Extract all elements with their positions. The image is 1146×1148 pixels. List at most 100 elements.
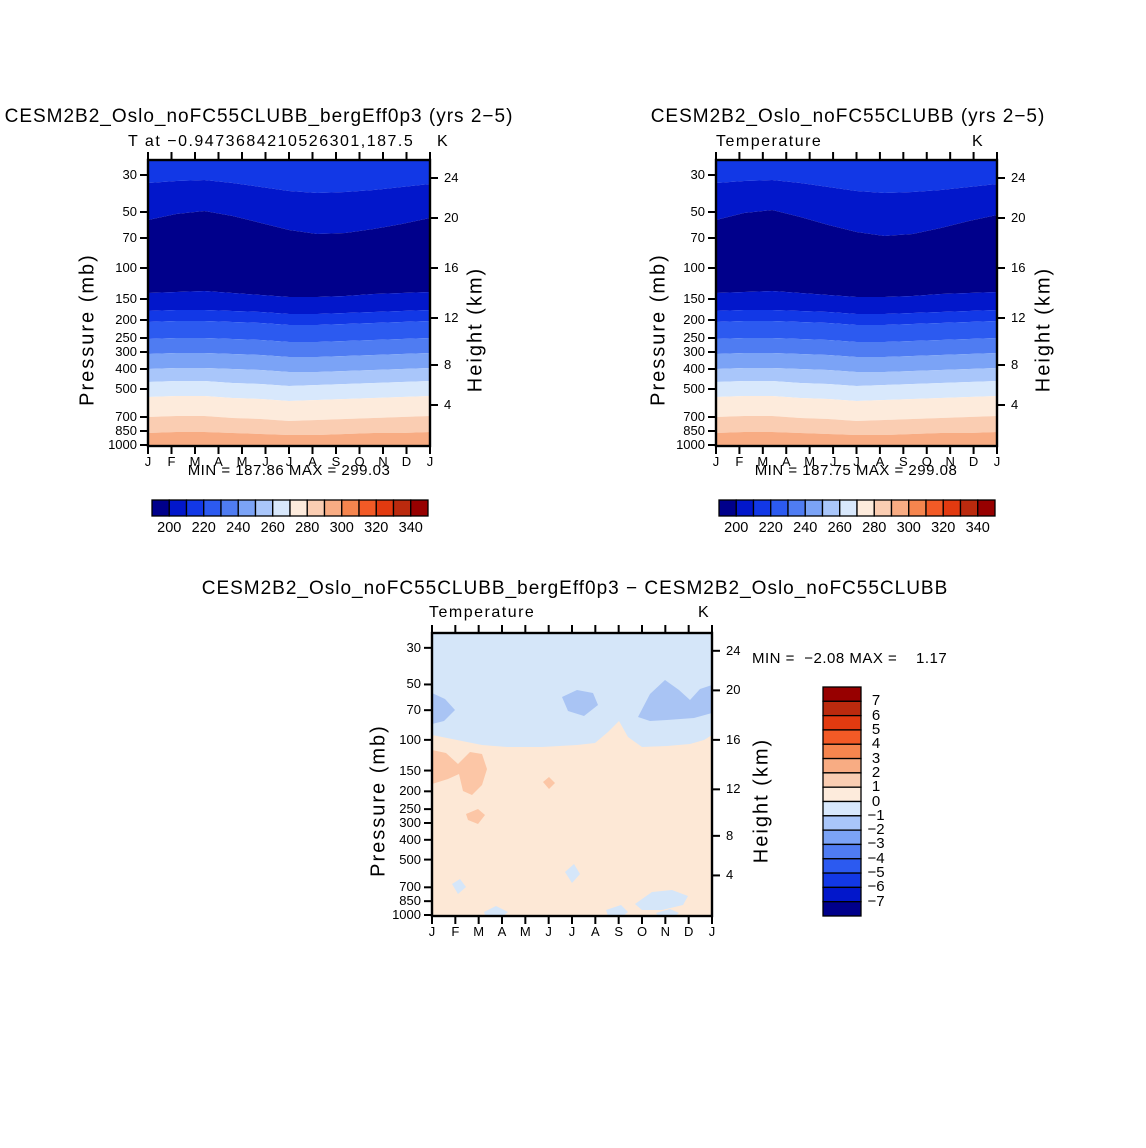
- month-label: J: [708, 924, 716, 939]
- month-label: A: [214, 454, 223, 469]
- contour-band: [716, 396, 997, 421]
- colorbar-cell: [410, 499, 429, 517]
- colorbar-label: 2: [871, 763, 881, 781]
- colorbar-cell: [873, 499, 893, 517]
- colorbar-label: 4: [871, 735, 881, 753]
- colorbar-cell: [151, 499, 170, 517]
- pressure-tick-label: 30: [122, 167, 137, 182]
- colorbar-cell: [358, 499, 377, 517]
- colorbar-cell: [908, 499, 927, 517]
- contour-plot-svg: [424, 625, 720, 924]
- pressure-tick-label: 300: [399, 814, 421, 830]
- contour-band: [148, 368, 430, 386]
- height-tick-label: 8: [1011, 357, 1019, 372]
- month-label: A: [781, 454, 791, 469]
- colorbar-label: 6: [871, 706, 881, 724]
- colorbar-cell: [822, 743, 862, 760]
- colorbar-cell: [822, 714, 862, 731]
- colorbar-label: 240: [226, 520, 251, 536]
- colorbar-label: 320: [364, 520, 389, 536]
- pressure-tick-label: 100: [683, 260, 705, 275]
- contour-band: [148, 211, 430, 297]
- colorbar-cell: [341, 499, 360, 517]
- month-label: J: [853, 454, 860, 469]
- colorbar-cell: [203, 499, 222, 517]
- units-label: K: [698, 604, 710, 621]
- height-tick-label: 24: [444, 170, 459, 185]
- month-label: J: [285, 454, 293, 469]
- contour-band: [716, 310, 997, 325]
- contour-patch-negative: [638, 680, 712, 721]
- colorbar-label: −6: [867, 878, 885, 896]
- pressure-tick-label: 700: [399, 879, 421, 895]
- month-label: J: [829, 454, 837, 469]
- panel-subtitle: Temperature: [429, 604, 536, 621]
- colorbar-cell: [959, 499, 979, 517]
- panel-subtitle: Temperature: [716, 133, 823, 150]
- colorbar-cell: [323, 499, 343, 517]
- colorbar-cell: [392, 499, 412, 517]
- month-label: A: [590, 924, 600, 939]
- height-tick-label: 12: [1011, 310, 1026, 325]
- month-label: N: [378, 454, 388, 469]
- colorbar-cell: [822, 858, 862, 874]
- pressure-tick-label: 850: [683, 423, 705, 438]
- month-label: J: [428, 924, 436, 939]
- contour-band: [716, 160, 997, 193]
- colorbar-label: −4: [867, 849, 885, 867]
- height-tick-label: 16: [1011, 260, 1026, 275]
- colorbar-label: 5: [871, 720, 881, 738]
- colorbar-cell: [306, 499, 326, 517]
- colorbar-cell: [822, 829, 862, 846]
- colorbar-cell: [822, 800, 862, 817]
- height-axis-title: Height (km): [464, 266, 487, 393]
- pressure-tick-label: 250: [683, 330, 705, 345]
- month-label: D: [401, 454, 412, 469]
- colorbar-label: −1: [867, 806, 885, 824]
- min-max-label: MIN = 187.86 MAX = 299.03: [187, 462, 391, 479]
- contour-band: [716, 338, 997, 357]
- colorbar-cell: [822, 729, 862, 745]
- colorbar-cell: [925, 499, 944, 517]
- colorbar-label: −7: [867, 892, 885, 910]
- colorbar-cell: [289, 499, 308, 517]
- colorbar-cell: [804, 499, 824, 517]
- pressure-tick-label: 30: [406, 639, 421, 655]
- colorbar-cell: [718, 499, 737, 517]
- height-tick-label: 12: [444, 310, 459, 325]
- month-label: J: [712, 454, 720, 469]
- height-axis-title: Height (km): [750, 737, 773, 864]
- contour-bands: [432, 633, 712, 916]
- contour-bands: [148, 160, 430, 446]
- height-tick-label: 8: [726, 827, 734, 843]
- colorbar-cell: [185, 499, 205, 517]
- height-tick-label: 16: [444, 260, 459, 275]
- month-label: N: [660, 924, 671, 939]
- month-label: M: [189, 454, 201, 469]
- contour-patch-weak-negative: [656, 909, 679, 916]
- colorbar-cell: [375, 499, 395, 517]
- colorbar-cell: [821, 499, 841, 517]
- month-label: D: [968, 454, 979, 469]
- contour-patch-positive: [432, 750, 487, 795]
- height-tick-label: 20: [1011, 210, 1026, 225]
- colorbar-cell: [237, 499, 257, 517]
- colorbar-cell: [822, 686, 862, 702]
- colorbar-cell: [942, 499, 962, 517]
- colorbar-cell: [977, 499, 996, 517]
- pressure-tick-label: 400: [399, 831, 421, 847]
- colorbar-cell: [822, 815, 862, 831]
- colorbar-label: −3: [867, 835, 885, 853]
- contour-band: [148, 381, 430, 401]
- month-label: J: [144, 454, 152, 469]
- colorbar-cell: [839, 499, 858, 517]
- pressure-tick-label: 850: [115, 423, 137, 438]
- height-axis-title: Height (km): [1032, 266, 1055, 393]
- colorbar-label: 300: [896, 520, 921, 536]
- colorbar-label: 200: [724, 520, 749, 536]
- pressure-tick-label: 70: [122, 230, 137, 245]
- colorbar-cell: [822, 757, 862, 774]
- colorbar-cell: [822, 700, 862, 717]
- height-tick-label: 20: [444, 210, 459, 225]
